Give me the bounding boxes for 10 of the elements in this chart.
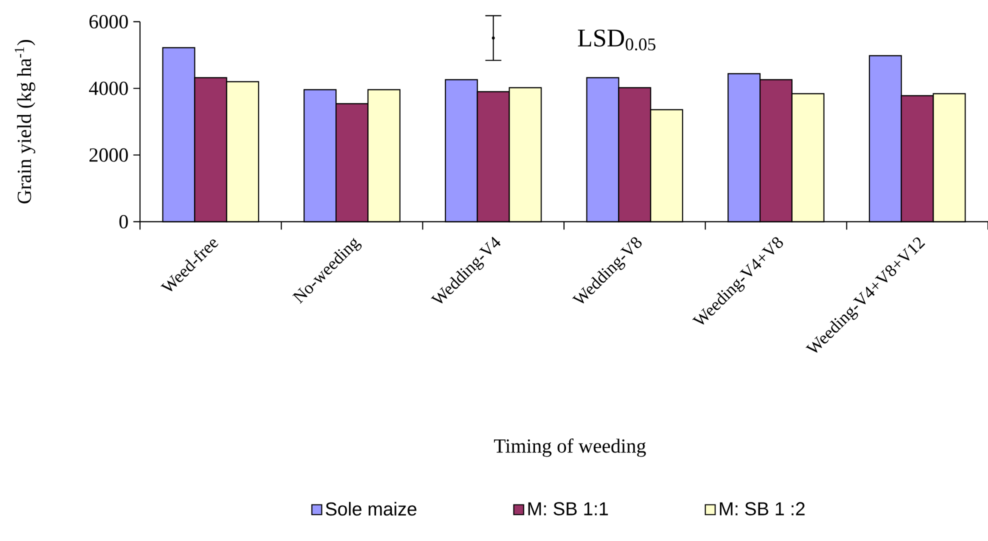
- y-axis-title: Grain yield (kg ha$^{-1}$): [14, 40, 36, 204]
- x-axis-title: Timing of weeding: [494, 438, 646, 457]
- annotation: LSD$_{0.05}$: [578, 30, 656, 50]
- legend-label: M: SB 1 :2: [720, 502, 805, 516]
- legend-label: M: SB 1:1: [528, 502, 608, 516]
- y-tick-label: 2000: [90, 148, 128, 162]
- legend-label: Sole maize: [326, 502, 416, 516]
- y-tick-label: 0: [119, 214, 128, 228]
- y-tick-label: 6000: [89, 14, 128, 28]
- y-tick-label: 4000: [89, 82, 128, 96]
